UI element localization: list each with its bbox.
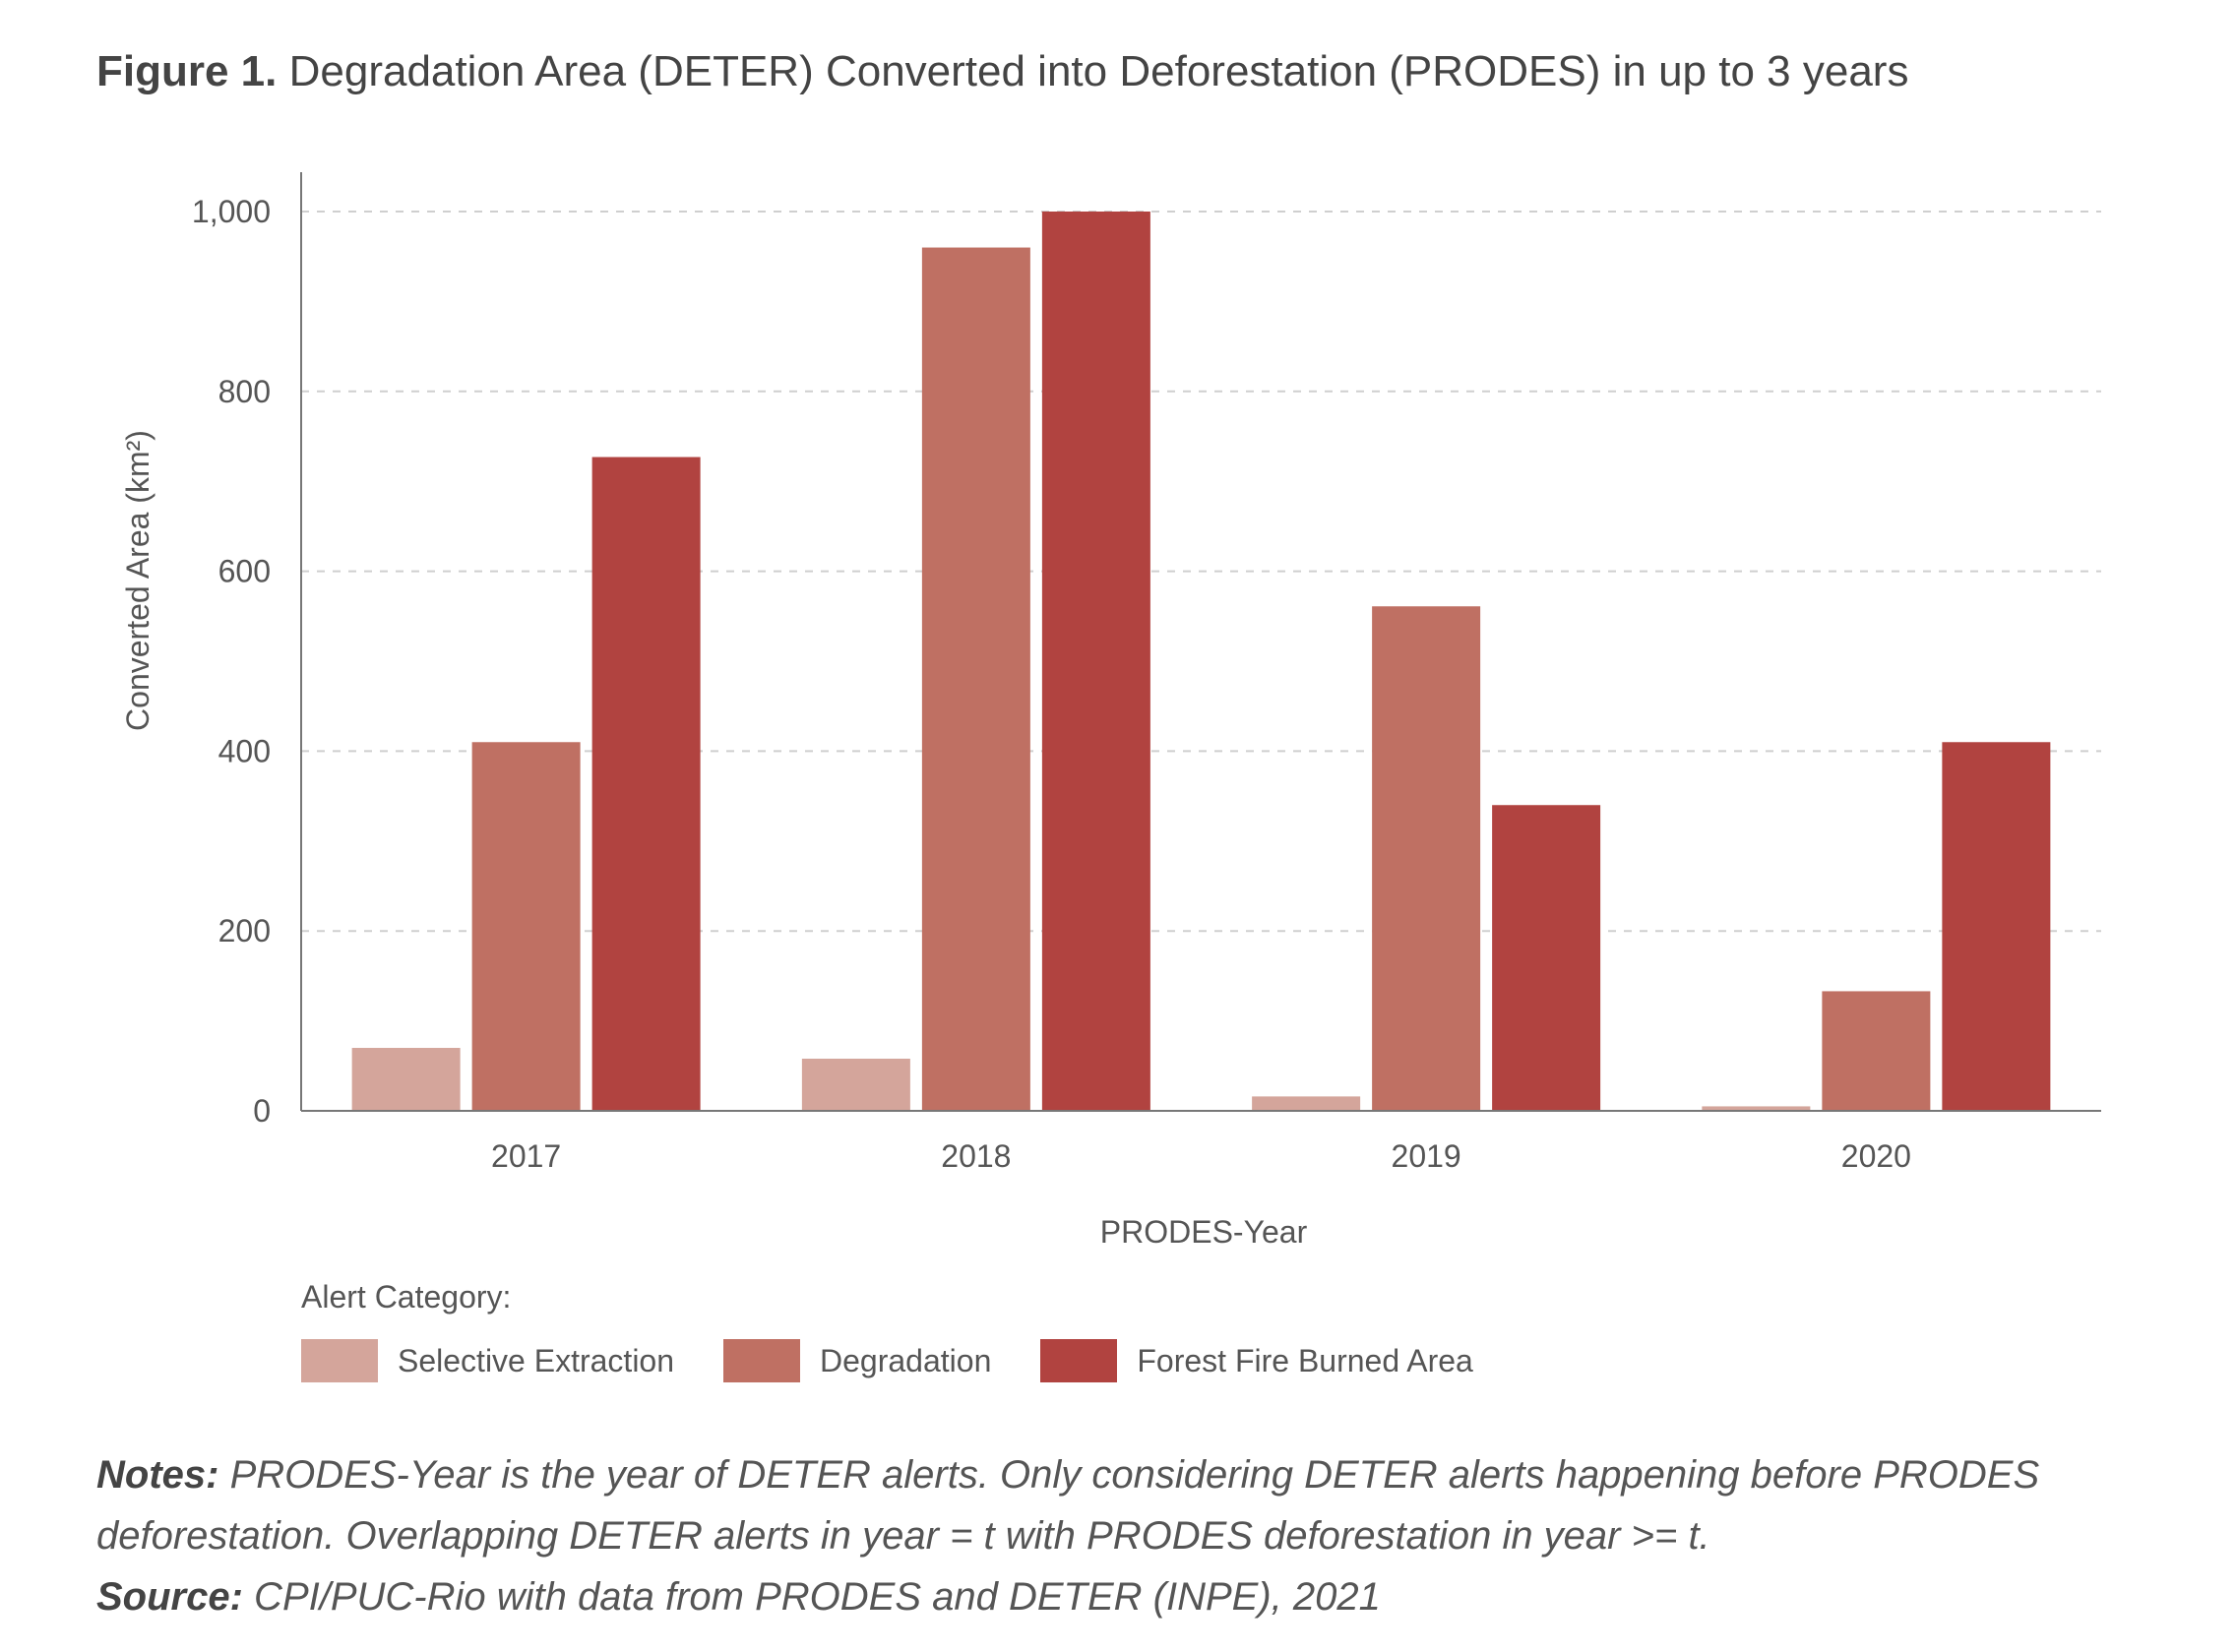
y-tick-label: 200 (218, 913, 271, 948)
bar (1492, 805, 1601, 1111)
figure-label: Figure 1. (96, 47, 278, 95)
legend-item: Degradation (723, 1339, 991, 1382)
axes (300, 172, 2101, 1112)
source-text: CPI/PUC-Rio with data from PRODES and DE… (242, 1575, 1381, 1619)
bar (801, 1058, 910, 1111)
x-tick-label: 2017 (491, 1138, 561, 1174)
source-label: Source: (96, 1575, 243, 1619)
y-tick-label: 600 (218, 554, 271, 589)
notes-text: PRODES-Year is the year of DETER alerts.… (96, 1453, 2040, 1558)
notes-label: Notes: (96, 1453, 219, 1497)
bar (351, 1048, 461, 1111)
legend-swatch (1040, 1339, 1118, 1382)
legend-swatch (723, 1339, 801, 1382)
figure-title: Figure 1. Degradation Area (DETER) Conve… (96, 47, 1908, 96)
x-tick-label: 2018 (941, 1138, 1011, 1174)
bar-chart: 0 200 400 600 800 1,000 2017 2018 2019 2020 Conve… (120, 172, 2101, 1250)
legend-label: Forest Fire Burned Area (1137, 1342, 1473, 1378)
y-tick-label: 0 (253, 1093, 271, 1129)
bar (921, 247, 1030, 1111)
legend: Alert Category: Selective Extraction Degr… (301, 1279, 1522, 1382)
bar (591, 457, 701, 1112)
bar (1252, 1096, 1361, 1111)
bar (1041, 212, 1150, 1111)
source-paragraph: Source: CPI/PUC-Rio with data from PRODE… (96, 1566, 2163, 1627)
y-tick-label: 800 (218, 374, 271, 409)
bar (1702, 1106, 1811, 1111)
x-axis-title: PRODES-Year (1100, 1214, 1308, 1250)
figure-title-text: Degradation Area (DETER) Converted into … (288, 47, 1909, 95)
bar (1942, 742, 2051, 1111)
legend-item: Forest Fire Burned Area (1040, 1339, 1473, 1382)
notes-paragraph: Notes: PRODES-Year is the year of DETER … (96, 1444, 2163, 1566)
bars (351, 212, 2051, 1112)
notes-block: Notes: PRODES-Year is the year of DETER … (96, 1444, 2163, 1627)
x-tick-label: 2020 (1841, 1138, 1911, 1174)
legend-items: Selective Extraction Degradation Forest Fi… (301, 1339, 1522, 1382)
tick-labels: 0 200 400 600 800 1,000 2017 2018 2019 2020 (192, 194, 1911, 1174)
y-tick-label: 400 (218, 733, 271, 768)
legend-label: Selective Extraction (398, 1342, 675, 1378)
y-tick-label: 1,000 (192, 194, 271, 229)
y-axis-title: Converted Area (km²) (120, 430, 155, 731)
legend-swatch (301, 1339, 378, 1382)
legend-item: Selective Extraction (301, 1339, 674, 1382)
legend-label: Degradation (820, 1342, 992, 1378)
bar (471, 742, 581, 1111)
bar (1822, 991, 1931, 1111)
bar (1372, 606, 1481, 1111)
x-tick-label: 2019 (1392, 1138, 1461, 1174)
legend-title: Alert Category: (301, 1279, 512, 1315)
